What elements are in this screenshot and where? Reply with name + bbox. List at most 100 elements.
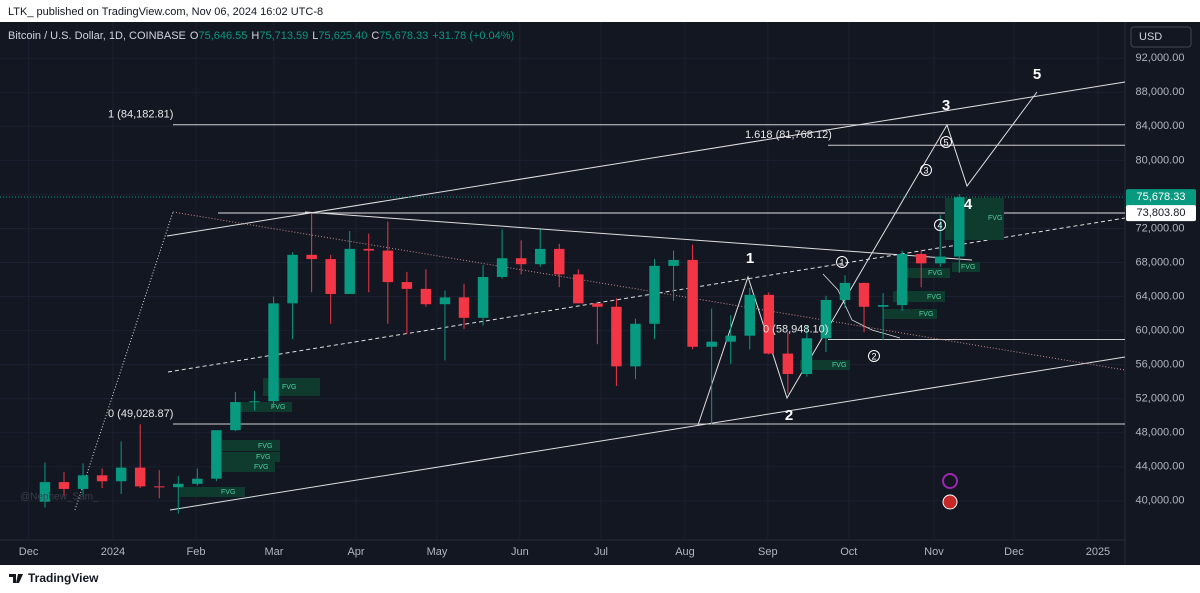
y-tick-label: 64,000.00 xyxy=(1136,290,1185,302)
candle-body xyxy=(668,259,679,266)
ohlc-prefix: C xyxy=(371,30,379,42)
last-price: 75,678.33 xyxy=(1137,191,1186,203)
candle-body xyxy=(115,467,127,482)
minor-wave-label: 1 xyxy=(839,257,844,267)
event-icon[interactable] xyxy=(942,473,958,489)
fvg-box xyxy=(230,402,292,412)
minor-wave-label: 3 xyxy=(923,165,928,175)
x-tick-label: May xyxy=(427,546,448,558)
fvg-box xyxy=(893,291,945,302)
minor-wave-circle xyxy=(920,164,932,176)
candle-body xyxy=(858,282,870,307)
footer-bg xyxy=(0,565,1200,593)
candle-body xyxy=(611,306,622,367)
candle-body xyxy=(630,323,641,367)
candle-body xyxy=(249,401,260,403)
fvg-label: FVG xyxy=(271,404,285,411)
dotted-leg xyxy=(74,211,174,511)
candle-body xyxy=(192,478,203,484)
flag-icon[interactable] xyxy=(942,494,958,510)
fvg-label: FVG xyxy=(927,294,941,301)
candle-body xyxy=(96,475,108,482)
ohlc-value: 75,646.55 xyxy=(198,30,247,42)
minor-wave-labels: 1 2 3 4 5 xyxy=(839,137,948,361)
wave-label: 4 xyxy=(964,196,973,213)
candle-body xyxy=(173,483,184,488)
x-tick-label: Dec xyxy=(1004,546,1024,558)
candle-body xyxy=(934,256,946,264)
upper-channel xyxy=(166,81,1126,237)
x-tick-label: 2024 xyxy=(101,546,125,558)
ohlc-prefix: H xyxy=(251,30,259,42)
wave-label: 2 xyxy=(785,407,793,424)
candle-body xyxy=(230,402,241,431)
fib-label: 1 (84,182.81) xyxy=(108,109,173,121)
fib-label: 0 (58,948.10) xyxy=(763,323,828,335)
candle-body xyxy=(496,258,508,277)
y-tick-label: 68,000.00 xyxy=(1136,256,1185,268)
candle-body xyxy=(725,335,736,342)
fvg-label: FVG xyxy=(832,362,846,369)
y-tick-label: 52,000.00 xyxy=(1136,393,1185,405)
minor-wave-circle xyxy=(836,256,848,268)
ohlc-value: 75,713.59 xyxy=(259,30,308,42)
wave-label: 5 xyxy=(1033,66,1041,83)
fvg-label: FVG xyxy=(988,215,1002,222)
x-tick-label: 2025 xyxy=(1086,546,1110,558)
candle-body xyxy=(325,259,336,294)
axes: 40,000.00 44,000.00 48,000.00 52,000.00 56,0… xyxy=(19,52,1196,558)
dotted-line xyxy=(172,211,1126,371)
minor-path xyxy=(822,273,901,339)
x-tick-label: Feb xyxy=(187,546,206,558)
wave-path xyxy=(697,91,1038,426)
x-tick-label: Jul xyxy=(594,546,608,558)
fvg-box xyxy=(800,360,850,370)
candle-body xyxy=(344,248,355,294)
y-tick-label: 84,000.00 xyxy=(1136,120,1185,132)
y-tick-label: 92,000.00 xyxy=(1136,52,1185,64)
price-line-label: 73,803.80 xyxy=(1137,207,1186,219)
candle-body xyxy=(382,250,394,283)
currency: USD xyxy=(1139,31,1162,43)
currency-button[interactable] xyxy=(1130,26,1192,48)
fvg-label: FVG xyxy=(928,270,942,277)
x-tick-label: Jun xyxy=(511,546,529,558)
y-tick-label: 56,000.00 xyxy=(1136,359,1185,371)
candle-body xyxy=(439,297,451,305)
y-tick-label: 88,000.00 xyxy=(1136,86,1185,98)
y-tick-label: 48,000.00 xyxy=(1136,427,1185,439)
candle-body xyxy=(268,303,279,402)
publisher: LTK_ published on TradingView.com, Nov 0… xyxy=(8,6,323,18)
candle-body xyxy=(896,253,908,306)
x-tick-label: Dec xyxy=(19,546,39,558)
minor-wave-circles xyxy=(836,136,952,362)
minor-wave-circle xyxy=(868,350,880,362)
mid-channel xyxy=(167,217,1126,373)
fvg-box xyxy=(222,452,280,462)
candle-body xyxy=(649,265,660,324)
brand: TradingView xyxy=(28,571,99,585)
candle-body xyxy=(573,274,584,304)
candles xyxy=(39,194,965,514)
minor-wave-label: 5 xyxy=(943,137,948,147)
candle-body xyxy=(839,282,851,300)
x-tick-label: Mar xyxy=(264,546,283,558)
candle-body xyxy=(306,254,317,260)
candle-body xyxy=(134,467,146,487)
minor-wave-label: 2 xyxy=(871,351,876,361)
wave-label: 1 xyxy=(746,250,754,267)
watermark: @Nephew_Sam_ xyxy=(20,492,99,503)
candle-body xyxy=(39,482,51,502)
candle-body xyxy=(477,276,489,318)
x-tick-label: Aug xyxy=(675,546,695,558)
change: +31.78 (+0.04%) xyxy=(432,30,514,42)
candle-body xyxy=(58,482,70,489)
x-tick-label: Apr xyxy=(347,546,364,558)
candle-body xyxy=(592,303,603,307)
price-line-box xyxy=(1126,205,1196,222)
candle-body xyxy=(401,282,413,289)
fvg-box xyxy=(905,268,950,278)
candle-body xyxy=(706,341,717,347)
wave-labels: 1 2 3 4 5 xyxy=(746,66,1041,424)
